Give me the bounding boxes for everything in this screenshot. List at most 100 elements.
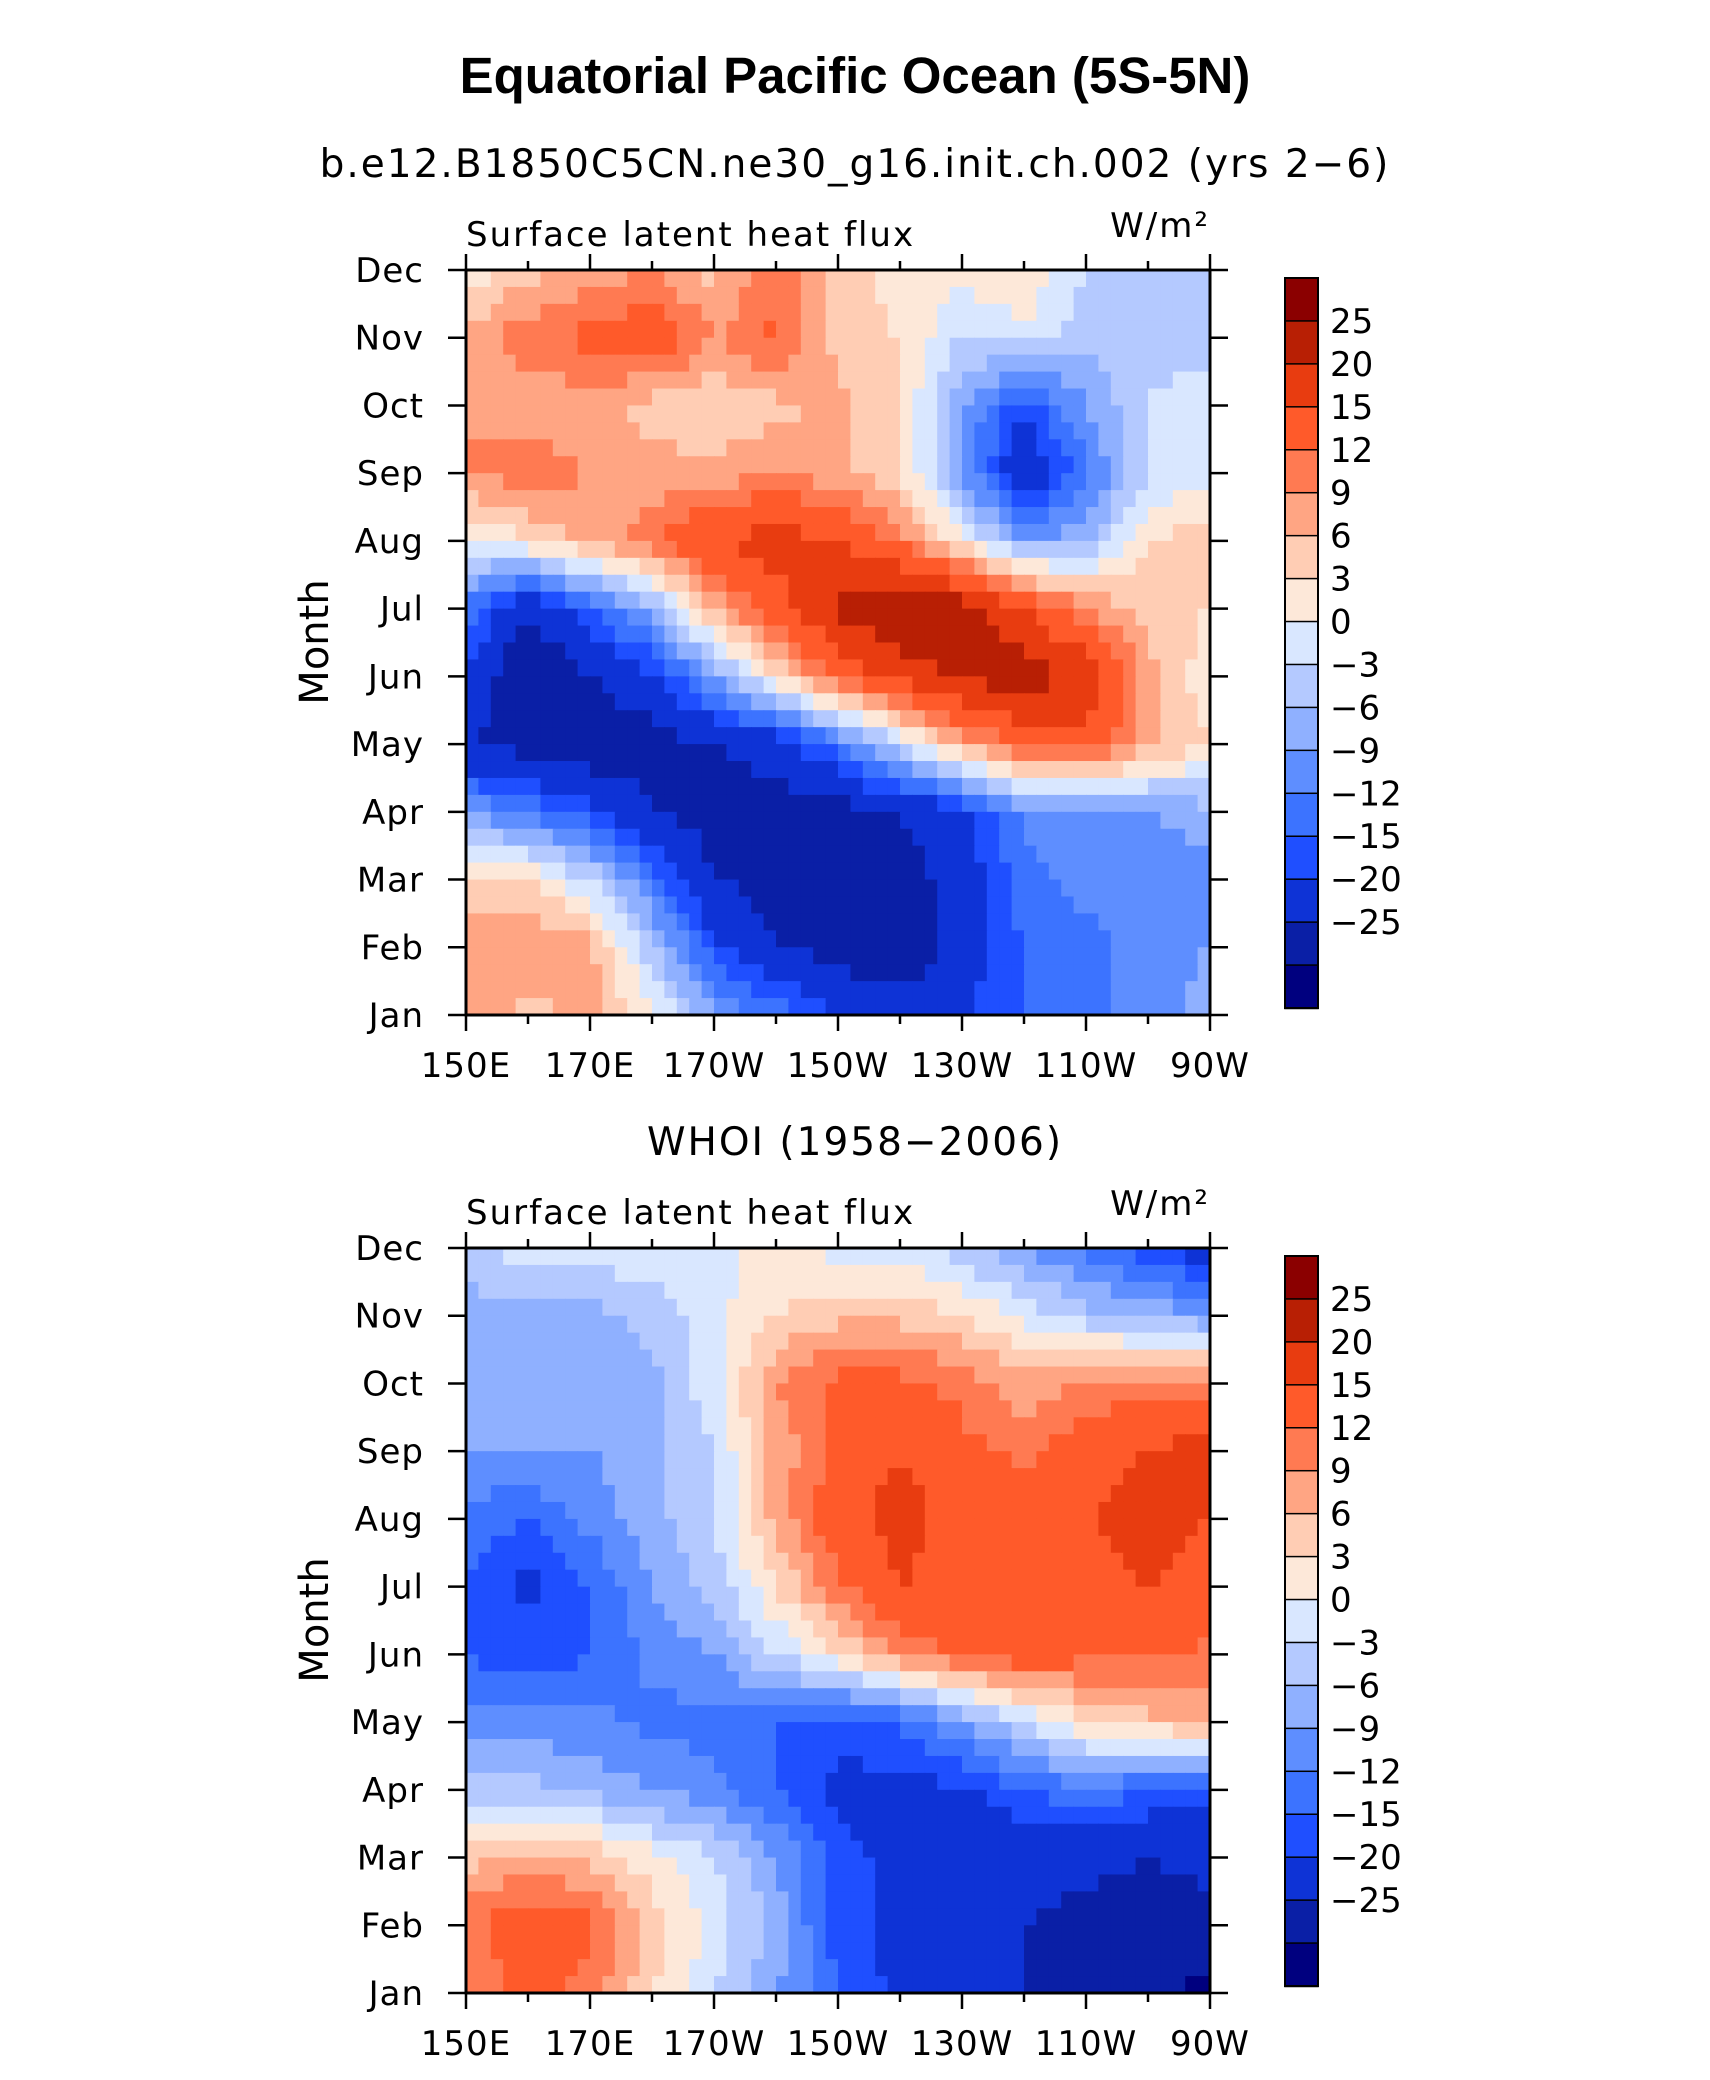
heatmap-cell [577,270,591,288]
heatmap-cell [1024,777,1037,796]
heatmap-cell [986,337,1000,356]
heatmap-cell [1011,1654,1025,1672]
heatmap-cell [1024,947,1037,965]
heatmap-cell [1048,1248,1062,1266]
heatmap-cell [503,913,517,931]
heatmap-cell [850,1535,864,1554]
heatmap-cell [912,930,926,948]
heatmap-cell [887,879,901,898]
heatmap-cell [1011,1755,1025,1774]
heatmap-cell [999,1722,1013,1740]
heatmap-cell [1160,642,1174,661]
heatmap-cell [602,744,616,762]
heatmap-cell [1197,947,1210,965]
heatmap-cell [1160,1705,1174,1723]
heatmap-cell [552,964,566,982]
heatmap-cell [751,1383,765,1401]
heatmap-cell [800,1248,814,1266]
figure-title: Equatorial Pacific Ocean (5S-5N) [460,47,1251,104]
heatmap-cell [490,1281,504,1300]
heatmap-cell [639,303,653,322]
heatmap-cell [1148,1789,1161,1808]
heatmap-cell [937,998,951,1015]
heatmap-cell [838,1298,851,1317]
heatmap-cell [962,1603,975,1622]
heatmap-cell [490,1654,504,1672]
heatmap-cell [1061,727,1075,745]
heatmap-cell [875,913,889,931]
heatmap-cell [577,1434,591,1452]
heatmap-cell [664,1281,678,1300]
heatmap-cell [937,794,951,813]
heatmap-cell [1197,1620,1210,1639]
heatmap-cell [937,727,951,745]
heatmap-cell [800,303,814,322]
heatmap-cell [1011,303,1025,322]
heatmap-cell [813,1857,827,1876]
heatmap-cell [825,1755,839,1774]
heatmap-cell [726,998,740,1015]
heatmap-cell [1024,1586,1037,1605]
heatmap-cell [639,1383,653,1401]
heatmap-cell [590,1281,603,1300]
heatmap-cell [937,270,951,288]
heatmap-cell [503,1739,517,1757]
heatmap-cell [937,337,951,356]
heatmap-cell [949,1840,963,1859]
heatmap-cell [949,896,963,915]
heatmap-cell [1197,1772,1210,1791]
heatmap-cell [800,998,814,1015]
heatmap-cell [1110,693,1124,711]
heatmap-cell [862,540,876,559]
heatmap-cell [503,1552,517,1571]
heatmap-cell [738,523,752,542]
heatmap-cell [652,1722,665,1740]
heatmap-cell [577,1654,591,1672]
heatmap-cell [986,456,1000,474]
heatmap-cell [825,1281,839,1300]
heatmap-cell [590,270,603,288]
heatmap-cell [974,947,988,965]
heatmap-cell [1197,794,1210,813]
heatmap-cell [1172,1366,1186,1385]
heatmap-cell [924,1264,938,1283]
heatmap-cell [552,1552,566,1571]
heatmap-cell [726,286,740,305]
colorbar-box [1284,534,1319,580]
heatmap-cell [1086,693,1099,711]
heatmap-cell [800,405,814,423]
heatmap-cell [701,490,715,508]
heatmap-cell [726,371,740,390]
heatmap-cell [478,1671,492,1689]
heatmap-cell [726,303,740,322]
heatmap-cell [1123,659,1137,677]
heatmap-cell [478,1620,492,1639]
heatmap-cell [800,507,814,525]
heatmap-cell [986,1603,1000,1622]
heatmap-cell [738,354,752,373]
heatmap-cell [701,625,715,644]
heatmap-cell [552,1281,566,1300]
heatmap-cell [999,727,1013,745]
heatmap-cell [639,761,653,779]
heatmap-cell [1024,710,1037,728]
heatmap-cell [614,303,628,322]
heatmap-cell [974,490,988,508]
heatmap-cell [962,1840,975,1859]
heatmap-cell [924,557,938,576]
heatmap-cell [1185,625,1199,644]
heatmap-cell [763,574,777,593]
heatmap-cell [1048,794,1062,813]
heatmap-cell [602,303,616,322]
heatmap-cell [1197,1552,1210,1571]
heatmap-cell [466,1705,479,1723]
heatmap-cell [639,930,653,948]
heatmap-cell [1098,1739,1112,1757]
heatmap-cell [788,676,802,694]
heatmap-cell [788,1789,802,1808]
heatmap-cell [1148,1281,1161,1300]
heatmap-cell [515,1755,529,1774]
heatmap-cell [924,761,938,779]
heatmap-cell [503,828,517,847]
